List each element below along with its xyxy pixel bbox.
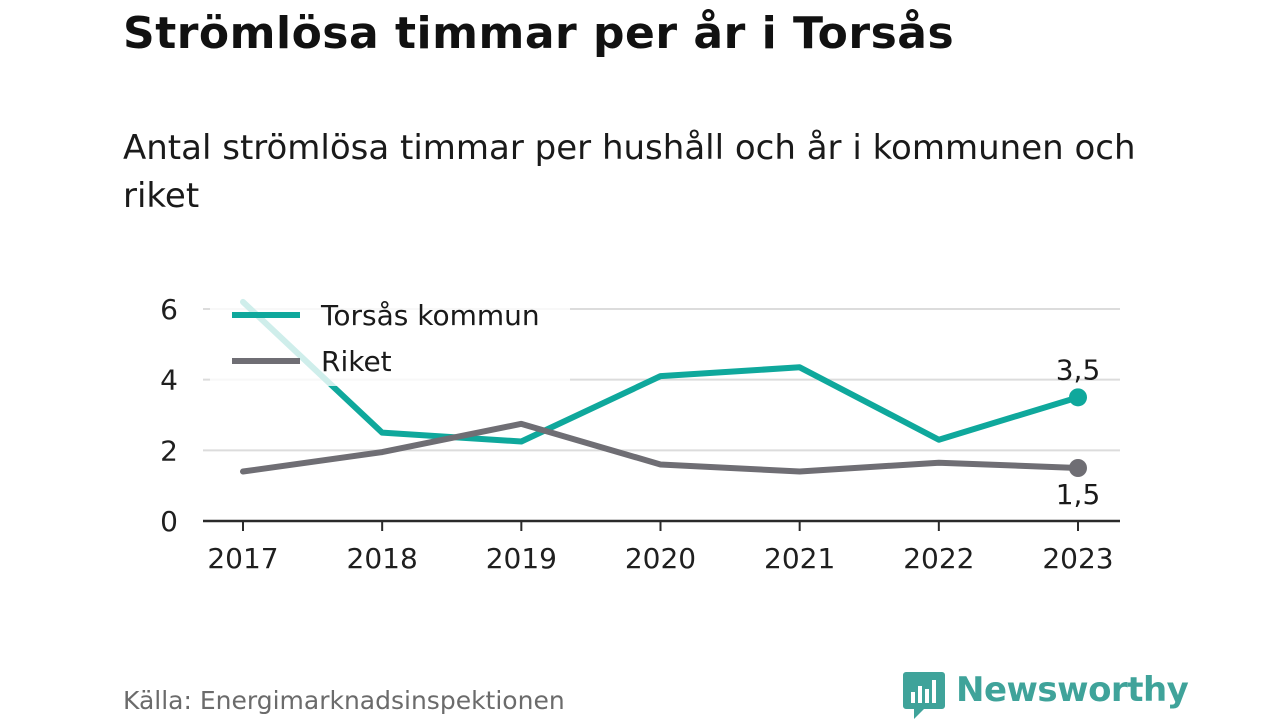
legend: Torsås kommun Riket: [210, 290, 570, 386]
x-tick-label: 2020: [625, 542, 696, 575]
y-tick-label: 2: [160, 434, 178, 467]
x-tick-label: 2021: [764, 542, 835, 575]
x-tick-label: 2017: [207, 542, 278, 575]
series-line-1: [240, 420, 1081, 475]
x-axis: 2017 2018 2019 2020 2021 2022 2023: [203, 519, 1120, 575]
legend-label: Riket: [321, 345, 392, 378]
end-value-label: 1,5: [1056, 478, 1101, 511]
brand-name: Newsworthy: [956, 670, 1189, 710]
y-tick-label: 6: [160, 293, 178, 326]
legend-label: Torsås kommun: [320, 299, 540, 332]
newsworthy-logo-icon: [903, 672, 945, 719]
y-tick-label: 4: [160, 364, 178, 397]
series-line-0: [240, 298, 1081, 445]
x-tick-label: 2023: [1042, 542, 1113, 575]
end-value-label: 3,5: [1056, 353, 1101, 386]
legend-background: [210, 290, 570, 386]
line-chart: 0 2 4 6 Torsås kommun Riket 2017 2018 2019 2020…: [160, 290, 1120, 575]
series-lines: [240, 298, 1081, 475]
chart-subtitle: Antal strömlösa timmar per hushåll och å…: [123, 128, 1136, 216]
chart-title: Strömlösa timmar per år i Torsås: [123, 8, 955, 59]
data-labels: 3,5 1,5: [1056, 353, 1101, 511]
x-tick-label: 2022: [903, 542, 974, 575]
end-point-1: [1069, 459, 1087, 477]
x-tick-label: 2018: [347, 542, 418, 575]
x-tick-label: 2019: [486, 542, 557, 575]
y-tick-label: 0: [160, 505, 178, 538]
end-point-0: [1069, 388, 1087, 407]
source-note: Källa: Energimarknadsinspektionen: [123, 686, 565, 715]
y-axis-ticks: 0 2 4 6: [160, 293, 178, 538]
